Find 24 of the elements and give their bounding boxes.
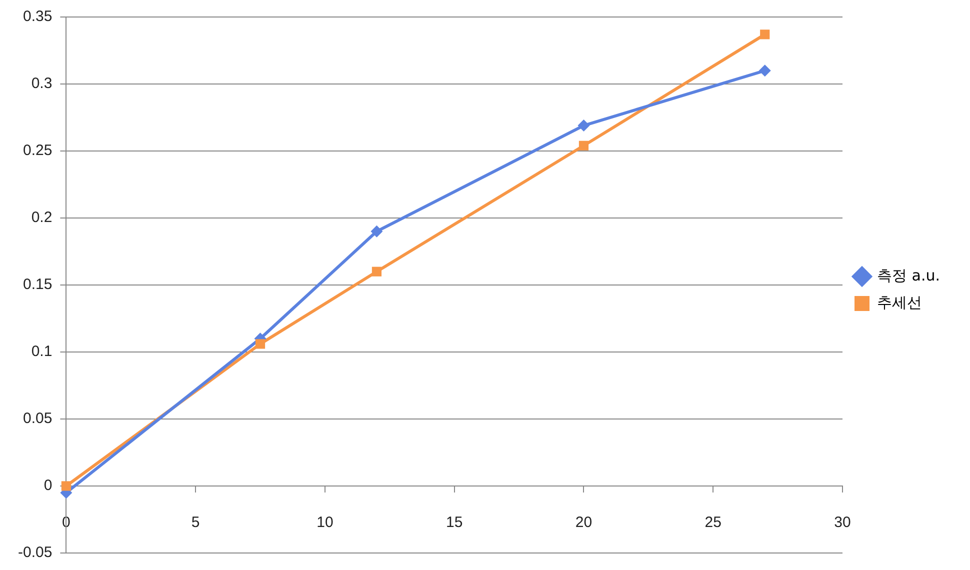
point — [578, 140, 589, 150]
x-tick-label: 30 — [834, 514, 851, 532]
x-tick-label: 15 — [446, 514, 463, 532]
y-tick-label: 0 — [44, 477, 52, 494]
point — [372, 266, 382, 276]
y-tick-label: 0.35 — [22, 8, 52, 26]
legend-label: 추세선 — [876, 293, 922, 312]
point — [370, 225, 383, 238]
x-tick-label: 20 — [575, 514, 592, 532]
x-tick-label: 10 — [316, 514, 334, 532]
y-tick-label: 0.05 — [22, 410, 52, 428]
point — [758, 64, 771, 77]
y-tick-label: 0.2 — [31, 209, 52, 226]
legend-label: 측정 a.u. — [876, 266, 940, 284]
y-tick-label: -0.05 — [18, 544, 52, 562]
point — [255, 339, 266, 349]
x-tick-label: 25 — [704, 514, 722, 532]
point — [760, 30, 770, 40]
point — [578, 120, 590, 132]
y-tick-label: 0.15 — [22, 276, 52, 294]
x-tick-label: 5 — [191, 514, 200, 532]
y-tick-label: 0.1 — [31, 343, 52, 360]
y-tick-label: 0.25 — [22, 142, 52, 160]
y-tick-label: 0.3 — [31, 75, 52, 92]
